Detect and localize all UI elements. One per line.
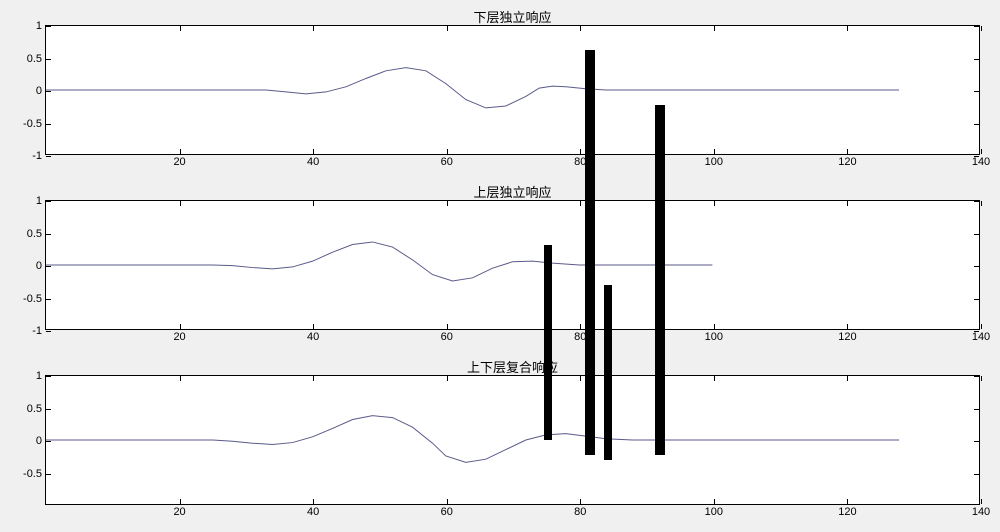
ytick-label: 1 [36, 370, 42, 382]
data-line [46, 416, 899, 463]
xtick-mark [981, 26, 982, 31]
ytick-label: -0.5 [23, 118, 42, 130]
ytick-label: 0 [36, 260, 42, 272]
xtick-label: 140 [972, 156, 990, 168]
curve-1 [46, 26, 979, 154]
overlay-bar-3 [655, 105, 665, 455]
data-line [46, 68, 899, 108]
curve-3 [46, 376, 979, 504]
ytick-label: -1 [32, 150, 42, 162]
xtick-label: 40 [307, 156, 319, 168]
ytick-mark [46, 331, 51, 332]
ytick-mark [46, 156, 51, 157]
xtick-label: 100 [705, 331, 723, 343]
xtick-label: 80 [574, 506, 586, 518]
ytick-label: 1 [36, 195, 42, 207]
xtick-label: 40 [307, 506, 319, 518]
ytick-label: 0.5 [27, 403, 42, 415]
subplot-title-2: 上层独立响应 [473, 182, 551, 201]
xtick-label: 20 [173, 506, 185, 518]
curve-2 [46, 201, 979, 329]
xtick-label: 60 [441, 331, 453, 343]
overlay-bar-0 [544, 245, 552, 440]
subplot-title-1: 下层独立响应 [473, 7, 551, 26]
axes-1: -1-0.500.5120406080100120140 [45, 25, 980, 155]
xtick-label: 120 [838, 156, 856, 168]
ytick-label: -1 [32, 325, 42, 337]
ytick-label: 0.5 [27, 53, 42, 65]
xtick-mark [981, 499, 982, 504]
xtick-mark [981, 149, 982, 154]
xtick-mark [981, 201, 982, 206]
xtick-label: 100 [705, 156, 723, 168]
xtick-mark [981, 376, 982, 381]
xtick-label: 20 [173, 156, 185, 168]
xtick-label: 120 [838, 331, 856, 343]
xtick-label: 140 [972, 506, 990, 518]
xtick-label: 20 [173, 331, 185, 343]
xtick-label: 140 [972, 331, 990, 343]
xtick-label: 60 [441, 506, 453, 518]
overlay-bar-2 [604, 285, 612, 460]
xtick-label: 120 [838, 506, 856, 518]
ytick-label: 1 [36, 20, 42, 32]
ytick-label: 0 [36, 435, 42, 447]
xtick-label: 100 [705, 506, 723, 518]
subplot-1: 下层独立响应-1-0.500.5120406080100120140 [45, 25, 980, 155]
axes-2: -1-0.500.5120406080100120140 [45, 200, 980, 330]
xtick-mark [981, 324, 982, 329]
axes-3: -0.500.5120406080100120140 [45, 375, 980, 505]
ytick-label: 0.5 [27, 228, 42, 240]
xtick-label: 40 [307, 331, 319, 343]
overlay-bar-1 [585, 50, 595, 455]
ytick-label: -0.5 [23, 293, 42, 305]
subplot-2: 上层独立响应-1-0.500.5120406080100120140 [45, 200, 980, 330]
ytick-label: 0 [36, 85, 42, 97]
ytick-label: -0.5 [23, 468, 42, 480]
data-line [46, 242, 712, 281]
xtick-label: 60 [441, 156, 453, 168]
subplot-3: 上下层复合响应-0.500.5120406080100120140 [45, 375, 980, 505]
